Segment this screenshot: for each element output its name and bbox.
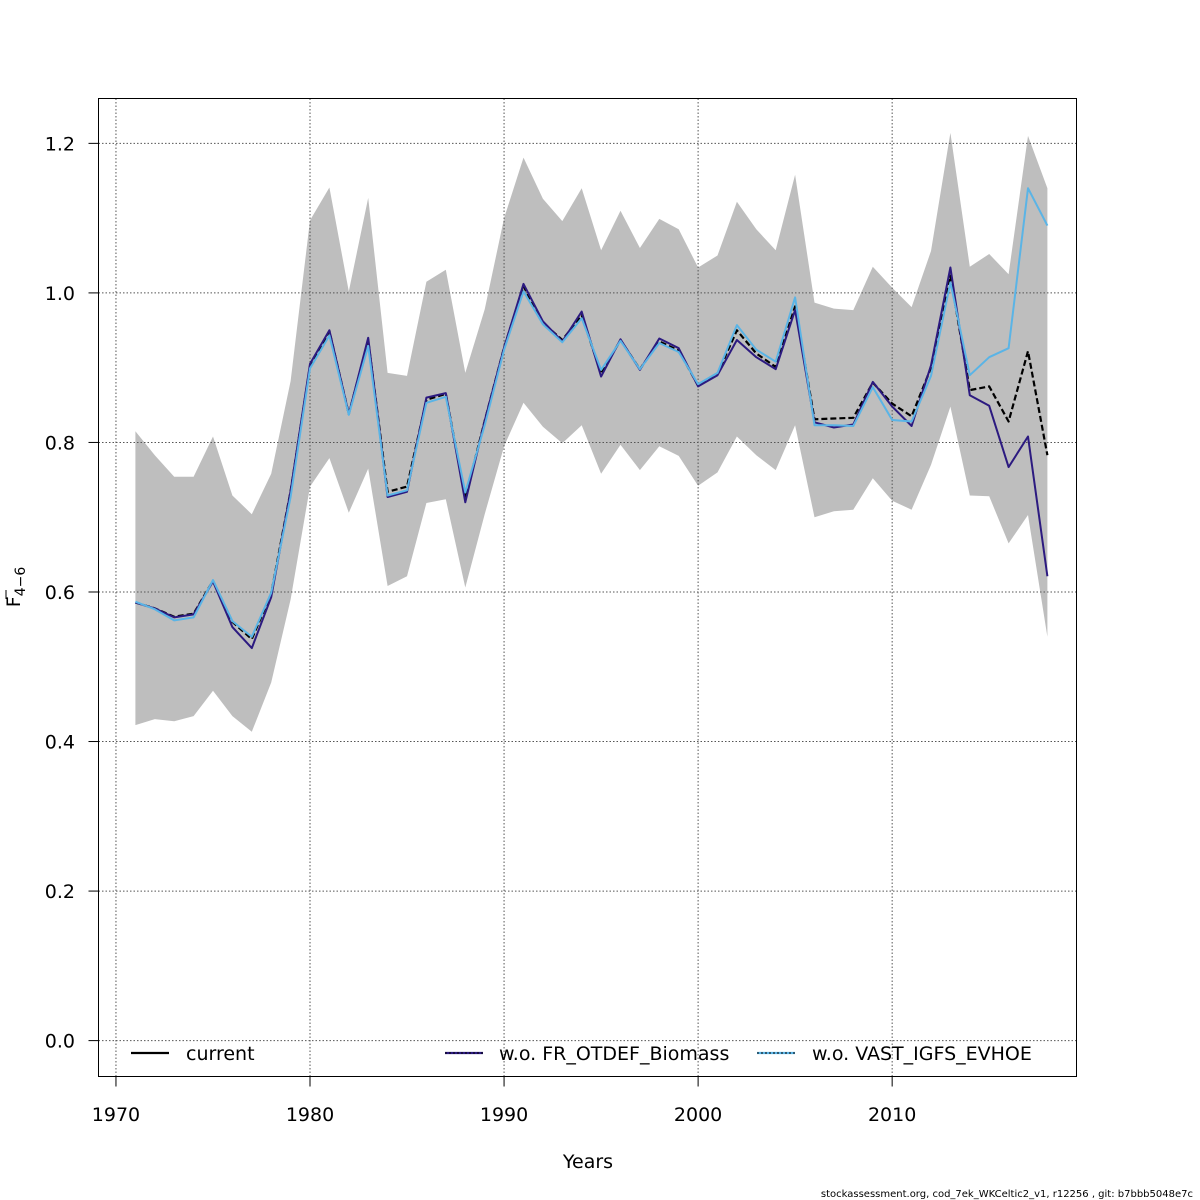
x-tick-label: 2000 <box>674 1104 722 1126</box>
y-axis-title-sub: 4−6 <box>13 567 29 597</box>
legend: current w.o. FR_OTDEF_Biomass w.o. VAST_IG… <box>131 1043 1032 1065</box>
series-layer <box>135 187 1049 650</box>
footer-credit: stockassessment.org, cod_7ek_WKCeltic2_v… <box>821 1189 1193 1200</box>
y-axis-title-main: F <box>3 596 25 607</box>
legend-item: current <box>131 1043 255 1065</box>
x-tick-label: 1970 <box>92 1104 140 1126</box>
confidence-band-layer <box>135 132 1048 732</box>
y-tick-label: 1.0 <box>45 283 75 305</box>
y-tick-label: 0.2 <box>45 881 75 903</box>
x-tick-label: 1980 <box>286 1104 334 1126</box>
confidence-band <box>135 132 1048 732</box>
y-tick-label: 1.2 <box>45 133 75 155</box>
x-axis: 1970 1980 1990 2000 2010 <box>92 1076 916 1126</box>
legend-label: current <box>186 1043 255 1065</box>
series-line-w-o-vast-igfs-evhoe <box>135 187 1049 638</box>
y-tick-label: 0.4 <box>45 732 75 754</box>
legend-label: w.o. FR_OTDEF_Biomass <box>499 1043 729 1065</box>
legend-label: w.o. VAST_IGFS_EVHOE <box>812 1043 1032 1065</box>
y-tick-label: 0.8 <box>45 432 75 454</box>
legend-item: w.o. FR_OTDEF_Biomass <box>445 1043 729 1065</box>
y-axis: 0.0 0.2 0.4 0.6 0.8 1.0 1.2 <box>45 133 99 1053</box>
x-tick-label: 2010 <box>868 1104 916 1126</box>
y-tick-label: 0.0 <box>45 1031 75 1053</box>
legend-item: w.o. VAST_IGFS_EVHOE <box>757 1043 1032 1065</box>
x-tick-label: 1990 <box>480 1104 528 1126</box>
y-tick-label: 0.6 <box>45 582 75 604</box>
svg-text:F4−6: F4−6 <box>3 567 29 608</box>
x-axis-title: Years <box>562 1151 613 1173</box>
y-axis-title: F4−6 <box>3 567 29 608</box>
